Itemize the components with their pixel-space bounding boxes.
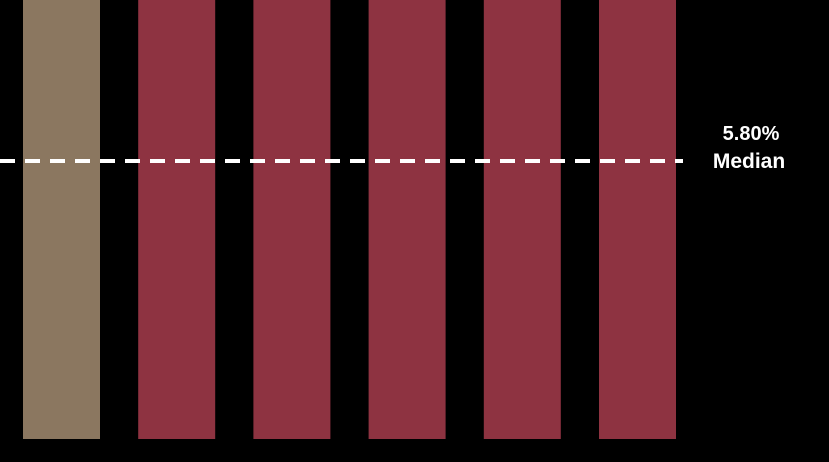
bar-2 (138, 0, 216, 439)
median-value-label: 5.80% (723, 123, 780, 145)
bar-3 (253, 0, 331, 439)
bar-1 (23, 0, 100, 439)
bar-6 (599, 0, 676, 440)
bar-5 (483, 0, 561, 439)
median-reference-layer: 5.80% Median (0, 123, 785, 173)
bar-4 (368, 0, 446, 440)
median-text-label: Median (713, 150, 785, 173)
bars-layer (23, 0, 676, 440)
